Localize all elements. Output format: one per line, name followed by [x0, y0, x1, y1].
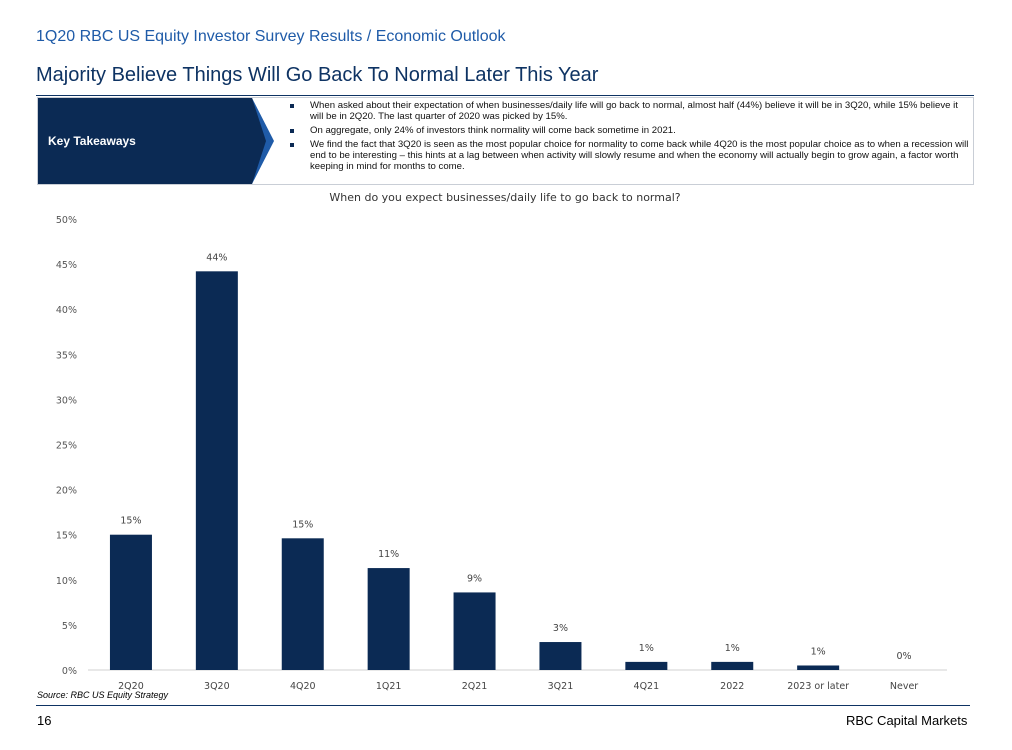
x-tick-label: 2Q20: [118, 681, 144, 692]
bar: [281, 538, 324, 670]
key-takeaways-label: Key Takeaways: [48, 134, 136, 148]
y-tick-label: 5%: [62, 621, 77, 632]
y-tick-label: 50%: [56, 215, 77, 226]
bar-chart: When do you expect businesses/daily life…: [56, 191, 947, 692]
takeaway-text: When asked about their expectation of wh…: [310, 100, 958, 122]
bullet-icon: [290, 104, 294, 108]
takeaway-text: We find the fact that 3Q20 is seen as th…: [310, 139, 969, 172]
bullet-icon: [290, 143, 294, 147]
footer-brand: RBC Capital Markets: [846, 713, 968, 728]
x-axis: 2Q20 3Q20 4Q20 1Q21 2Q21 3Q21 4Q21 2022 2023 or …: [118, 681, 918, 692]
bar: [195, 271, 238, 670]
data-label: 0%: [897, 651, 912, 662]
data-label: 3%: [553, 623, 568, 634]
data-label: 11%: [378, 549, 399, 560]
takeaway-item: On aggregate, only 24% of investors thin…: [290, 125, 970, 136]
data-label: 15%: [292, 519, 313, 530]
data-label: 1%: [811, 646, 826, 657]
bar: [367, 568, 410, 670]
y-tick-label: 30%: [56, 395, 77, 406]
source-note: Source: RBC US Equity Strategy: [37, 690, 169, 700]
y-tick-label: 0%: [62, 666, 77, 677]
y-tick-label: 20%: [56, 486, 77, 497]
bar: [539, 642, 582, 670]
y-tick-label: 45%: [56, 260, 77, 271]
data-label: 1%: [725, 643, 740, 654]
y-tick-label: 10%: [56, 576, 77, 587]
y-tick-label: 15%: [56, 531, 77, 542]
x-tick-label: 2023 or later: [787, 681, 849, 692]
title-divider: [36, 95, 974, 96]
x-tick-label: 3Q20: [204, 681, 230, 692]
x-tick-label: 1Q21: [376, 681, 402, 692]
y-tick-label: 35%: [56, 350, 77, 361]
chevron-right-icon: [252, 98, 274, 184]
key-takeaways-header: Key Takeaways: [38, 98, 252, 184]
key-takeaways-panel: Key Takeaways When asked about their exp…: [37, 97, 974, 185]
bar: [711, 661, 754, 670]
x-tick-label: Never: [890, 681, 918, 692]
y-axis: 0% 5% 10% 15% 20% 25% 30% 35% 40% 45% 50%: [56, 215, 77, 677]
footer-divider: [36, 705, 970, 706]
bar: [625, 661, 668, 670]
data-label: 9%: [467, 573, 482, 584]
takeaway-item: When asked about their expectation of wh…: [290, 100, 970, 122]
data-label: 44%: [206, 252, 227, 263]
page-title: Majority Believe Things Will Go Back To …: [36, 64, 599, 86]
bar: [453, 592, 496, 670]
key-takeaways-list: When asked about their expectation of wh…: [290, 100, 970, 175]
x-tick-label: 4Q20: [290, 681, 316, 692]
chart-title: When do you expect businesses/daily life…: [329, 191, 680, 204]
y-tick-label: 40%: [56, 305, 77, 316]
takeaway-item: We find the fact that 3Q20 is seen as th…: [290, 139, 970, 172]
x-tick-label: 3Q21: [548, 681, 574, 692]
page-number: 16: [37, 713, 52, 728]
bullet-icon: [290, 129, 294, 133]
x-tick-label: 2Q21: [462, 681, 488, 692]
section-title: 1Q20 RBC US Equity Investor Survey Resul…: [36, 28, 506, 45]
takeaway-text: On aggregate, only 24% of investors thin…: [310, 125, 676, 136]
y-tick-label: 25%: [56, 441, 77, 452]
data-label: 15%: [120, 516, 141, 527]
data-label: 1%: [639, 643, 654, 654]
bar: [109, 534, 152, 670]
bar-series: [109, 271, 840, 670]
x-tick-label: 2022: [720, 681, 744, 692]
x-tick-label: 4Q21: [634, 681, 660, 692]
bar: [797, 665, 840, 670]
data-labels: 15% 44% 15% 11% 9% 3% 1% 1% 1% 0%: [120, 252, 911, 662]
